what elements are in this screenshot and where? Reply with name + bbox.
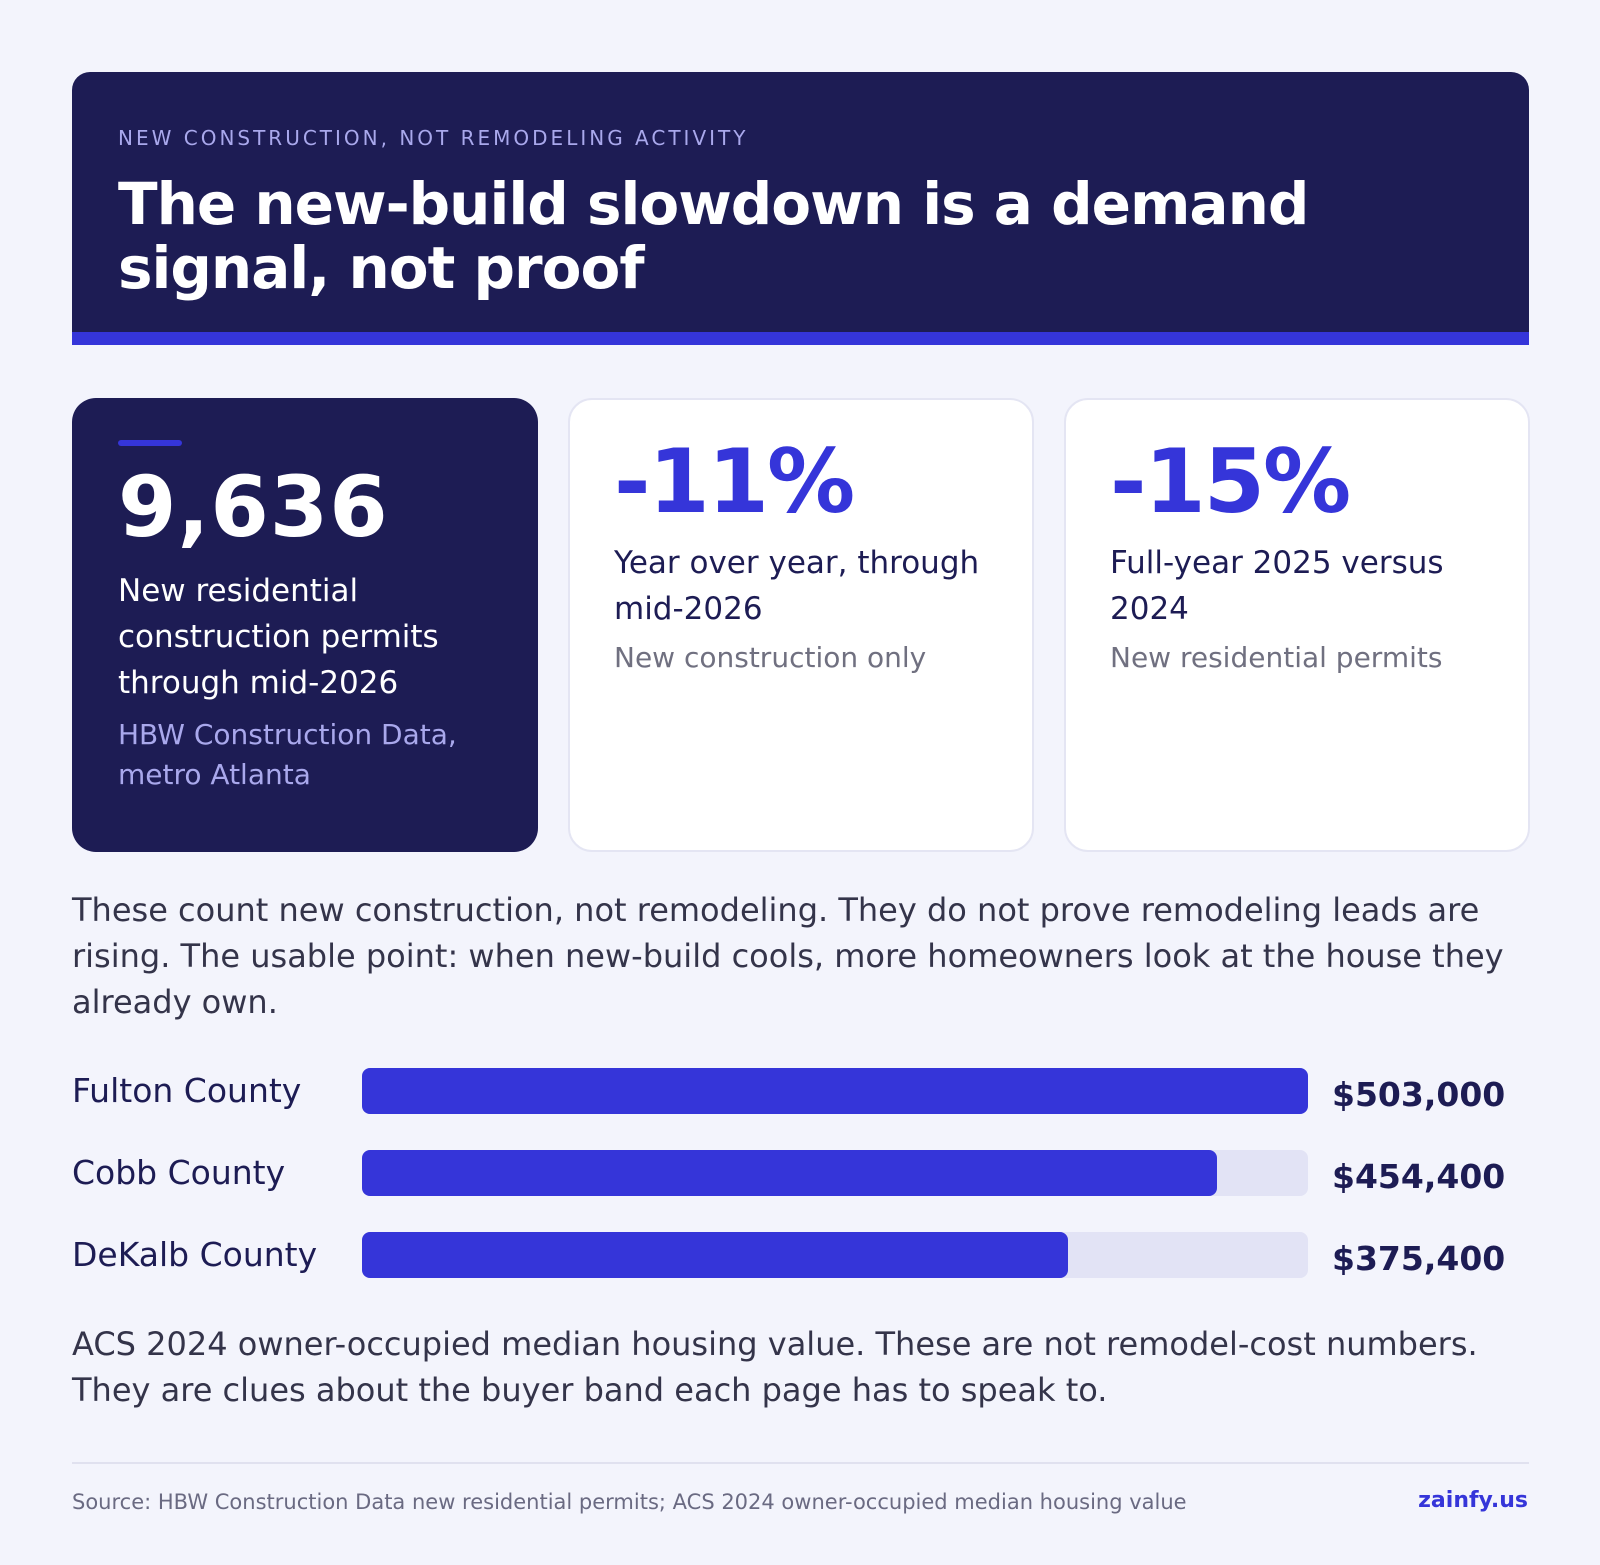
bar-row: Fulton County $503,000	[72, 1068, 1532, 1116]
bar-value-label: $375,400	[1332, 1239, 1506, 1278]
stat-card-yoy: -11% Year over year, through mid-2026 Ne…	[568, 398, 1034, 852]
bar	[362, 1150, 1217, 1196]
header-banner: NEW CONSTRUCTION, NOT REMODELING ACTIVIT…	[72, 72, 1529, 345]
stat-value: -15%	[1110, 430, 1351, 533]
footer-divider	[72, 1462, 1529, 1464]
bar-category-label: Fulton County	[72, 1071, 302, 1110]
chart-caption: ACS 2024 owner-occupied median housing v…	[72, 1325, 1478, 1409]
bar-value-label: $503,000	[1332, 1075, 1506, 1114]
bar-track	[362, 1150, 1308, 1196]
bar-track	[362, 1068, 1308, 1114]
stat-label: New residential construction permits thr…	[118, 573, 439, 701]
stat-card-permits: 9,636 New residential construction permi…	[72, 398, 538, 852]
stat-label: Year over year, through mid-2026	[614, 545, 980, 627]
bar-category-label: Cobb County	[72, 1153, 286, 1192]
page-title: The new-build slowdown is a demand signa…	[118, 170, 1309, 302]
stat-note: New residential permits	[1110, 641, 1443, 674]
intro-paragraph: These count new construction, not remode…	[72, 891, 1504, 1021]
brand-link[interactable]: zainfy.us	[1418, 1488, 1528, 1513]
stat-value: 9,636	[118, 458, 389, 556]
stat-label: Full-year 2025 versus 2024	[1110, 545, 1444, 627]
bar-category-label: DeKalb County	[72, 1235, 318, 1274]
stat-card-full-year: -15% Full-year 2025 versus 2024 New resi…	[1064, 398, 1530, 852]
stat-value: -11%	[614, 430, 855, 533]
bar-row: DeKalb County $375,400	[72, 1232, 1532, 1280]
eyebrow-label: NEW CONSTRUCTION, NOT REMODELING ACTIVIT…	[118, 126, 749, 150]
source-note: Source: HBW Construction Data new reside…	[72, 1490, 1187, 1514]
stat-note: New construction only	[614, 641, 927, 674]
bar-track	[362, 1232, 1308, 1278]
card-accent-bar	[118, 440, 182, 446]
bar-value-label: $454,400	[1332, 1157, 1506, 1196]
bar	[362, 1232, 1068, 1278]
stat-note: HBW Construction Data, metro Atlanta	[118, 718, 457, 791]
bar-row: Cobb County $454,400	[72, 1150, 1532, 1198]
bar	[362, 1068, 1308, 1114]
header-accent-line	[72, 332, 1529, 345]
